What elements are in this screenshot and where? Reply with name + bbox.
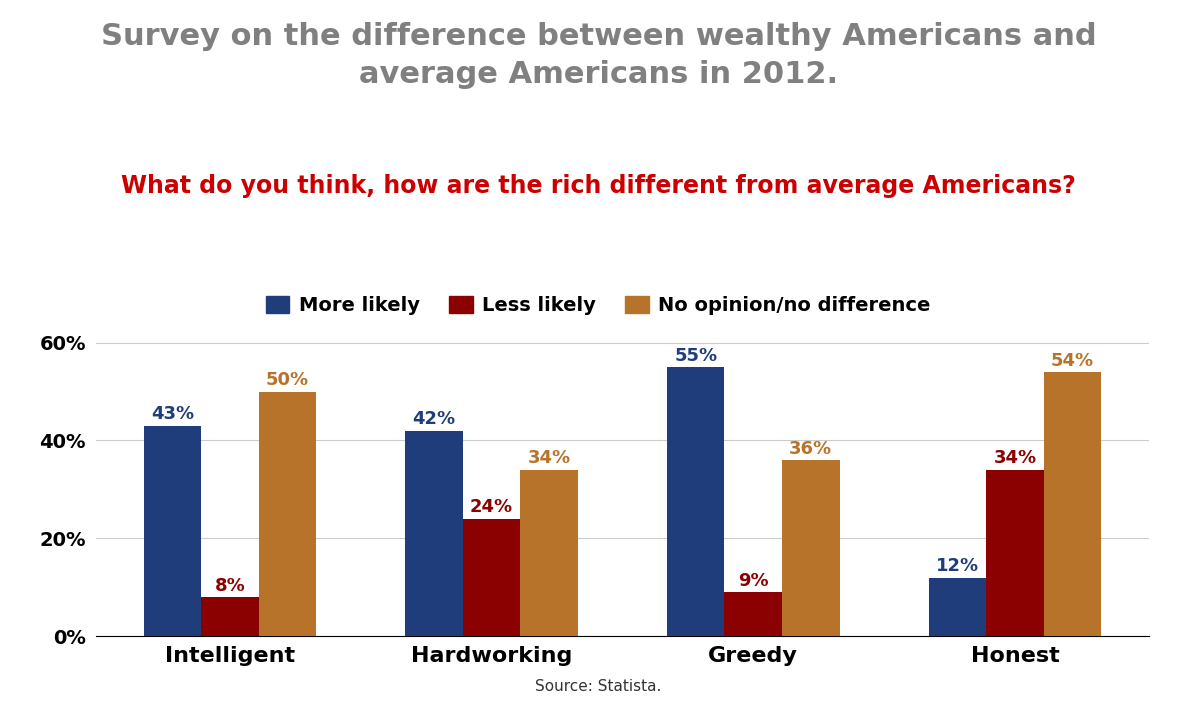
Bar xyxy=(463,519,521,636)
Text: 55%: 55% xyxy=(674,346,717,364)
Text: 36%: 36% xyxy=(789,440,832,458)
Text: 8%: 8% xyxy=(214,577,245,594)
Text: 43%: 43% xyxy=(151,406,194,424)
Text: 34%: 34% xyxy=(528,450,571,467)
Text: 12%: 12% xyxy=(936,557,979,575)
Bar xyxy=(782,460,839,636)
Bar xyxy=(724,592,782,636)
Bar xyxy=(201,597,259,636)
Text: 24%: 24% xyxy=(470,498,514,516)
Text: 50%: 50% xyxy=(266,371,309,389)
Text: Source: Statista.: Source: Statista. xyxy=(535,679,662,694)
Text: 54%: 54% xyxy=(1051,351,1094,369)
Text: 34%: 34% xyxy=(994,450,1037,467)
Bar xyxy=(259,392,316,636)
Text: What do you think, how are the rich different from average Americans?: What do you think, how are the rich diff… xyxy=(121,174,1076,197)
Text: 9%: 9% xyxy=(737,572,768,590)
Legend: More likely, Less likely, No opinion/no difference: More likely, Less likely, No opinion/no … xyxy=(259,288,938,323)
Bar xyxy=(144,426,201,636)
Bar xyxy=(521,470,578,636)
Text: 42%: 42% xyxy=(413,410,456,428)
Bar xyxy=(1044,372,1101,636)
Bar xyxy=(406,431,463,636)
Bar xyxy=(929,578,986,636)
Bar xyxy=(667,367,724,636)
Bar xyxy=(986,470,1044,636)
Text: Survey on the difference between wealthy Americans and
average Americans in 2012: Survey on the difference between wealthy… xyxy=(101,22,1096,89)
